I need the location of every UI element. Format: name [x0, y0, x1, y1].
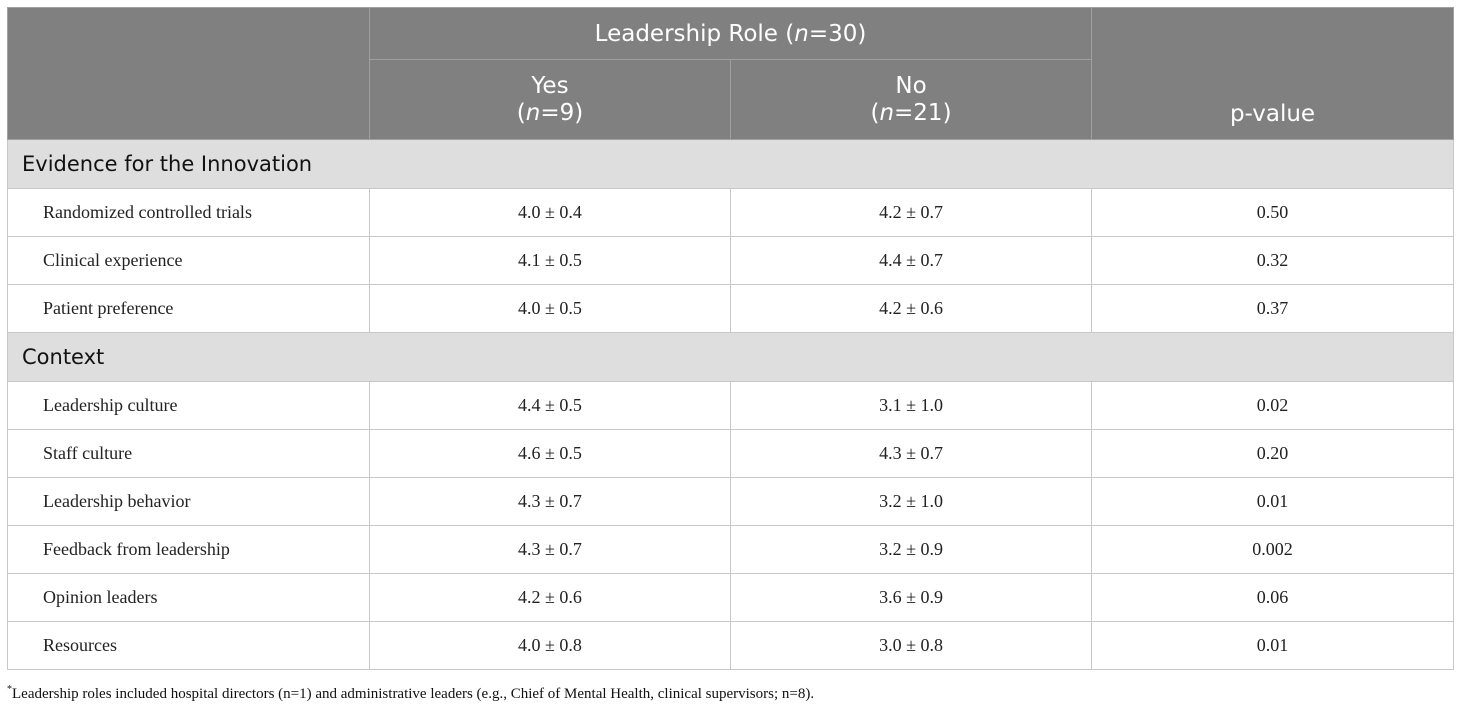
no-value: 4.4 ± 0.7: [729, 236, 1093, 285]
table-row: Leadership culture 4.4 ± 0.5 3.1 ± 1.0 0…: [7, 381, 1455, 430]
yes-value: 4.3 ± 0.7: [369, 525, 731, 574]
row-label: Feedback from leadership: [7, 525, 370, 574]
no-column-header: No (n=21): [729, 59, 1093, 140]
no-value: 3.0 ± 0.8: [729, 621, 1093, 670]
row-label: Resources: [7, 621, 370, 670]
p-value: 0.32: [1091, 236, 1455, 285]
table-row: Leadership behavior 4.3 ± 0.7 3.2 ± 1.0 …: [7, 477, 1455, 526]
no-value: 3.2 ± 0.9: [729, 525, 1093, 574]
table-footnote: *Leadership roles included hospital dire…: [7, 684, 814, 703]
yes-value: 4.0 ± 0.5: [369, 284, 731, 333]
table-row: Opinion leaders 4.2 ± 0.6 3.6 ± 0.9 0.06: [7, 573, 1455, 622]
yes-value: 4.1 ± 0.5: [369, 236, 731, 285]
yes-value: 4.2 ± 0.6: [369, 573, 731, 622]
no-value: 4.3 ± 0.7: [729, 429, 1093, 478]
row-label: Leadership behavior: [7, 477, 370, 526]
row-label: Leadership culture: [7, 381, 370, 430]
section-title: Evidence for the Innovation: [6, 139, 1455, 189]
footnote-text: Leadership roles included hospital direc…: [12, 686, 815, 702]
row-label: Clinical experience: [7, 236, 370, 285]
pvalue-header: p-value: [1091, 7, 1455, 140]
footnote-marker: *: [7, 684, 12, 695]
no-value: 3.1 ± 1.0: [729, 381, 1093, 430]
yes-value: 4.0 ± 0.8: [369, 621, 731, 670]
yes-value: 4.3 ± 0.7: [369, 477, 731, 526]
p-value: 0.002: [1091, 525, 1455, 574]
p-value: 0.50: [1091, 188, 1455, 237]
row-label: Patient preference: [7, 284, 370, 333]
p-value: 0.37: [1091, 284, 1455, 333]
p-value: 0.01: [1091, 477, 1455, 526]
no-value: 3.6 ± 0.9: [729, 573, 1093, 622]
leadership-role-header: Leadership Role (n=30): [368, 7, 1093, 60]
p-value: 0.02: [1091, 381, 1455, 430]
empty-header-cell: [7, 7, 370, 140]
no-value: 3.2 ± 1.0: [729, 477, 1093, 526]
table-row: Clinical experience 4.1 ± 0.5 4.4 ± 0.7 …: [7, 236, 1455, 285]
row-label: Staff culture: [7, 429, 370, 478]
yes-value: 4.0 ± 0.4: [369, 188, 731, 237]
yes-value: 4.4 ± 0.5: [369, 381, 731, 430]
yes-column-header: Yes (n=9): [369, 59, 731, 140]
p-value: 0.01: [1091, 621, 1455, 670]
no-value: 4.2 ± 0.6: [729, 284, 1093, 333]
table-row: Patient preference 4.0 ± 0.5 4.2 ± 0.6 0…: [7, 284, 1455, 333]
row-label: Opinion leaders: [7, 573, 370, 622]
no-value: 4.2 ± 0.7: [729, 188, 1093, 237]
yes-value: 4.6 ± 0.5: [369, 429, 731, 478]
row-label: Randomized controlled trials: [7, 188, 370, 237]
section-row-context: Context: [6, 332, 1455, 382]
table-row: Resources 4.0 ± 0.8 3.0 ± 0.8 0.01: [7, 621, 1455, 670]
section-row-evidence: Evidence for the Innovation: [6, 139, 1455, 189]
table-row: Feedback from leadership 4.3 ± 0.7 3.2 ±…: [7, 525, 1455, 574]
p-value: 0.20: [1091, 429, 1455, 478]
results-table: Leadership Role (n=30) p-value Yes (n=9) …: [6, 7, 1455, 670]
section-title: Context: [6, 332, 1455, 382]
table-row: Randomized controlled trials 4.0 ± 0.4 4…: [7, 188, 1455, 237]
p-value: 0.06: [1091, 573, 1455, 622]
table-row: Staff culture 4.6 ± 0.5 4.3 ± 0.7 0.20: [7, 429, 1455, 478]
